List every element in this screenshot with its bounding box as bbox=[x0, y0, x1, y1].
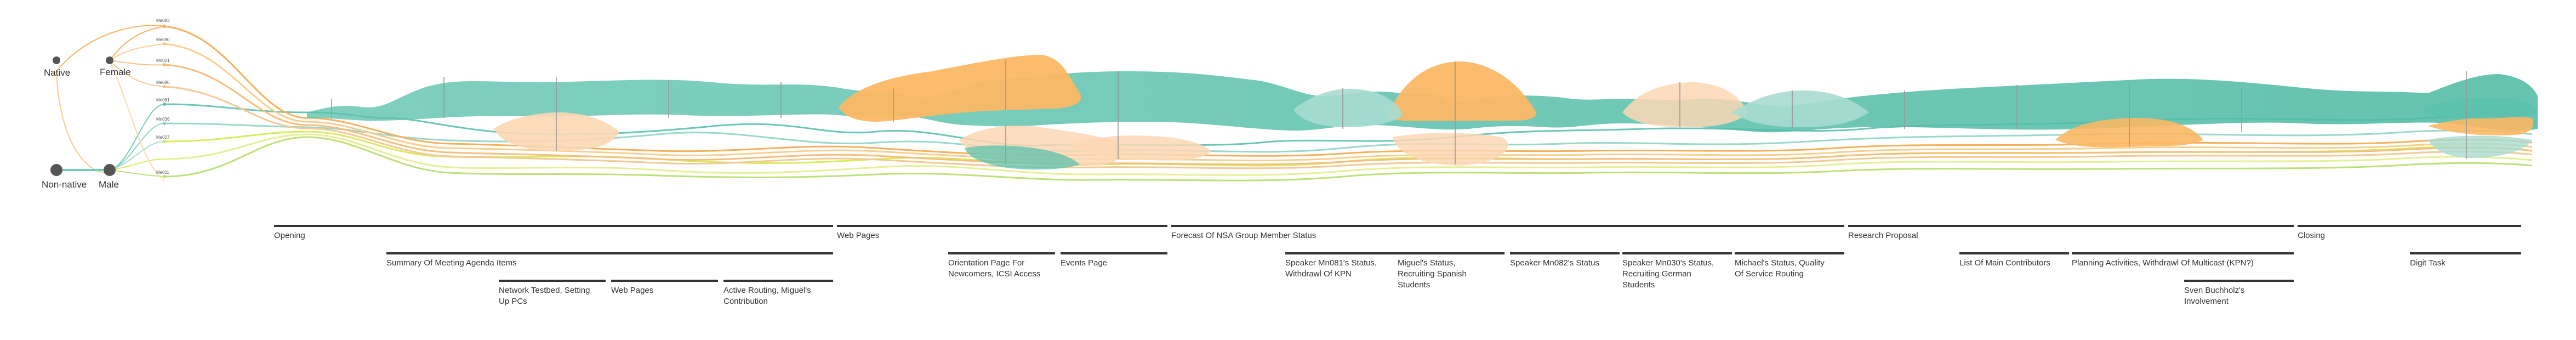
participant-label: Me090 bbox=[156, 37, 170, 42]
timeline-label: Planning Activities, Withdrawl Of Multic… bbox=[2072, 258, 2254, 268]
participant-label: Me083 bbox=[156, 18, 170, 23]
participant-strands bbox=[164, 25, 2533, 182]
participant-label: Me080 bbox=[156, 80, 170, 85]
timeline-label: Summary Of Meeting Agenda Items bbox=[386, 258, 517, 268]
stream-orange-forecast bbox=[1387, 61, 1536, 121]
stream-lightorange-forecast1 bbox=[1069, 135, 1211, 161]
timeline-label: Forecast Of NSA Group Member Status bbox=[1171, 231, 1316, 240]
timeline-label: Speaker Mn081's Status, Withdrawl Of KPN bbox=[1285, 258, 1377, 279]
stream-orange-webpages bbox=[839, 55, 1081, 122]
timeline-label: Web Pages bbox=[611, 286, 653, 295]
timeline-label: Miguel's Status, Recruiting Spanish Studen… bbox=[1398, 258, 1467, 290]
stream-teal-lower bbox=[965, 145, 1080, 170]
timeline-label: Web Pages bbox=[837, 231, 879, 240]
participant-label: Mn081 bbox=[156, 98, 170, 103]
native-node bbox=[53, 56, 60, 64]
participant-label: Me017 bbox=[156, 135, 170, 140]
timeline-label: Speaker Mn082's Status bbox=[1510, 258, 1599, 268]
non-native-label: Non-native bbox=[42, 179, 87, 190]
stream-lightteal-3 bbox=[2428, 135, 2532, 158]
stream-teal-right-upper bbox=[2423, 98, 2538, 119]
stream-lightteal-2 bbox=[1732, 90, 1869, 127]
timeline-label: Orientation Page For Newcomers, ICSI Acce… bbox=[948, 258, 1040, 279]
timeline-label: Sven Buchholz's Involvement bbox=[2184, 286, 2244, 306]
female-label: Female bbox=[100, 67, 131, 77]
timeline-label: Events Page bbox=[1061, 258, 1107, 268]
timeline-label: Closing bbox=[2298, 231, 2325, 240]
topic-streams bbox=[164, 25, 2538, 182]
segment-markers bbox=[331, 60, 2467, 165]
participant-list: Me083 Me090 Mn021 Me080 Mn081 Mn036 Me01… bbox=[156, 18, 170, 178]
stream-lightteal-1 bbox=[1293, 88, 1403, 127]
participant-legend: Native Female Non-native Male Me083 Me09… bbox=[42, 18, 170, 190]
participant-links bbox=[56, 25, 165, 182]
timeline-label: Opening bbox=[274, 231, 305, 240]
male-node bbox=[104, 164, 116, 176]
participant-label: Me011 bbox=[156, 170, 169, 175]
timeline-label: Speaker Mn030's Status, Recruiting German… bbox=[1622, 258, 1714, 290]
timeline-label: Network Testbed, Setting Up PCs bbox=[499, 286, 590, 306]
stream-lightorange-forecast2 bbox=[1392, 133, 1508, 166]
native-label: Native bbox=[44, 67, 70, 78]
timeline-label: Active Routing, Miguel's Contribution bbox=[723, 286, 811, 306]
non-native-node bbox=[50, 164, 62, 176]
timeline-label: Michael's Status, Quality Of Service Rout… bbox=[1735, 258, 1825, 279]
timeline-label: Research Proposal bbox=[1848, 231, 1918, 240]
timeline-label: List Of Main Contributors bbox=[1959, 258, 2050, 268]
male-label: Male bbox=[99, 179, 119, 190]
stream-lightorange-forecast3 bbox=[1622, 82, 1748, 127]
participant-label: Mn036 bbox=[156, 117, 170, 122]
stream-orange-closing bbox=[2428, 117, 2533, 135]
female-node bbox=[106, 56, 113, 64]
topic-timeline: Opening Web Pages Forecast Of NSA Group Me… bbox=[274, 225, 2521, 306]
participant-label: Mn021 bbox=[156, 58, 170, 63]
timeline-label: Digit Task bbox=[2410, 258, 2446, 268]
